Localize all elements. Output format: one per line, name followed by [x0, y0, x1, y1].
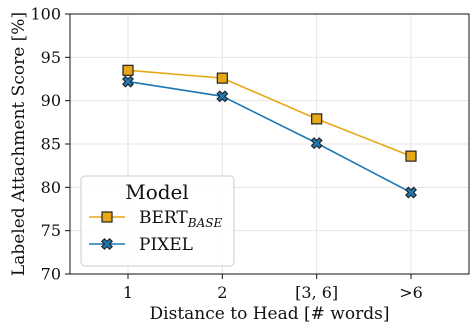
legend-label-subscript: BASE	[187, 216, 223, 230]
data-point	[405, 150, 417, 162]
data-point	[216, 90, 229, 103]
x-tick-label: 2	[217, 283, 227, 302]
x-axis-label: Distance to Head [# words]	[150, 304, 390, 324]
series-bert	[122, 64, 417, 162]
y-axis-ticks: 70 75 80 85 90 95 100	[30, 5, 70, 284]
data-point	[122, 64, 134, 76]
legend-label: PIXEL	[139, 235, 193, 255]
legend-title: Model	[125, 180, 189, 204]
series-pixel	[122, 75, 417, 199]
series-layer	[122, 64, 417, 199]
data-point	[216, 72, 228, 84]
data-point	[311, 113, 323, 125]
legend-entry: PIXEL	[89, 235, 193, 255]
y-tick-label: 75	[41, 221, 61, 240]
y-tick-label: 90	[41, 91, 61, 110]
y-tick-label: 70	[41, 265, 61, 284]
series-line	[127, 69, 412, 157]
y-tick-label: 95	[41, 48, 61, 67]
series-line	[127, 80, 412, 194]
y-tick-label: 100	[30, 5, 61, 24]
data-point	[122, 75, 134, 88]
y-tick-label: 80	[41, 178, 61, 197]
data-point	[310, 137, 323, 150]
x-axis-ticks: 1 2 [3, 6] >6	[123, 274, 423, 302]
data-point	[405, 186, 417, 199]
legend-marker	[101, 211, 113, 223]
y-axis-label: Labeled Attachment Score [%]	[9, 12, 29, 276]
x-tick-label: 1	[123, 283, 133, 302]
legend-marker	[101, 238, 113, 250]
x-tick-label: [3, 6]	[295, 283, 338, 302]
x-tick-label: >6	[399, 283, 423, 302]
y-tick-label: 85	[41, 135, 61, 154]
